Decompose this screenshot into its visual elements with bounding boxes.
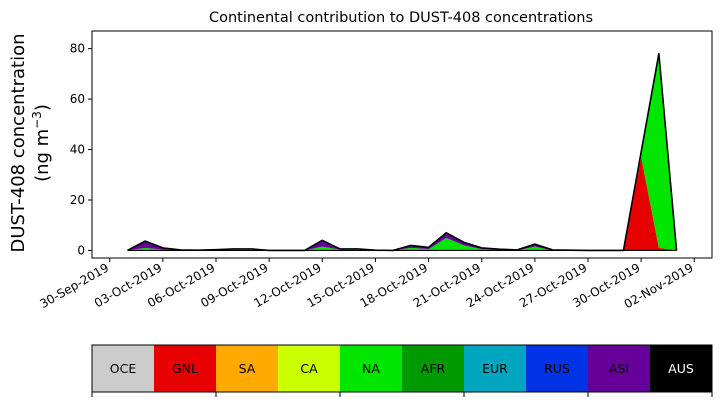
legend-frame (91, 344, 713, 393)
legend-label-gnl: GNL (172, 361, 198, 376)
area-series-gnl (127, 157, 677, 251)
legend-swatch-rus (526, 345, 588, 392)
legend-swatch-eur (464, 345, 526, 392)
y-tick-label: 40 (70, 143, 85, 157)
legend-swatch-na (340, 345, 402, 392)
legend-label-asi: ASI (609, 361, 629, 376)
y-axis-label-close: ) (32, 104, 53, 111)
legend-swatch-oce (92, 345, 154, 392)
legend-label-na: NA (362, 361, 380, 376)
svg-text:(ng m−3): (ng m−3) (30, 104, 53, 182)
legend-label-aus: AUS (668, 361, 694, 376)
area-series-ca (127, 157, 677, 251)
y-axis-label-line1: DUST-408 concentration (8, 33, 29, 252)
legend-label-rus: RUS (544, 361, 570, 376)
y-axis-label-sup: −3 (30, 111, 44, 129)
y-tick-label: 80 (70, 42, 85, 56)
legend-swatch-sa (216, 345, 278, 392)
legend-label-afr: AFR (421, 361, 446, 376)
y-tick-label: 20 (70, 193, 85, 207)
y-axis-label-line2: (ng m (32, 129, 53, 182)
legend-label-oce: OCE (110, 361, 137, 376)
legend-label-ca: CA (300, 361, 318, 376)
area-series-asi (127, 53, 677, 251)
legend-label-eur: EUR (482, 361, 508, 376)
area-series-na (127, 56, 677, 251)
area-series-sa (127, 157, 677, 251)
legend-swatch-ca (278, 345, 340, 392)
legend-label-sa: SA (239, 361, 256, 376)
plot-frame (91, 30, 713, 259)
legend-swatch-afr (402, 345, 464, 392)
plot-area (127, 52, 678, 252)
legend-colorbar: OCE GNL SA CA NA AFR EUR RUS ASI AUS (91, 344, 713, 397)
legend-swatch-asi (588, 345, 650, 392)
legend-swatch-aus (650, 345, 712, 392)
axes: 02040608030-Sep-201903-Oct-201906-Oct-20… (37, 30, 713, 311)
y-tick-label: 0 (77, 243, 85, 257)
legend-swatch-gnl (154, 345, 216, 392)
y-axis-label: DUST-408 concentration (ng m−3) (8, 33, 53, 252)
y-tick-label: 60 (70, 92, 85, 106)
total-line (127, 52, 678, 252)
chart-title: Continental contribution to DUST-408 con… (209, 10, 593, 26)
